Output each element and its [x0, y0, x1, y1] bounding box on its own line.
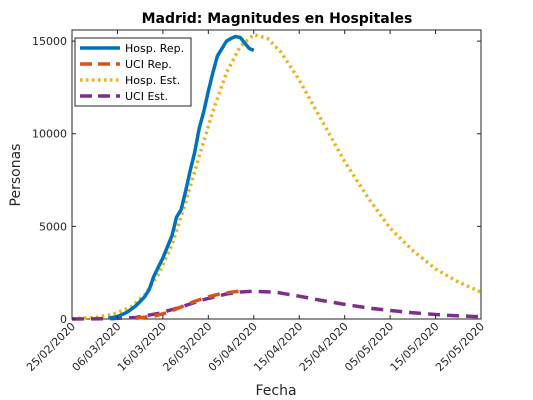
series-layer	[71, 32, 482, 321]
series-line-2	[71, 32, 482, 321]
legend-label-3: UCI Est.	[125, 90, 168, 103]
series-line-1	[135, 289, 245, 320]
legend-label-1: UCI Rep.	[125, 58, 172, 71]
y-tick-label: 5000	[39, 220, 67, 233]
x-axis-title: Fecha	[255, 383, 296, 399]
x-tick-label: 25/05/2020	[433, 320, 487, 374]
chart-title: Madrid: Magnitudes en Hospitales	[142, 11, 413, 27]
legend-label-2: Hosp. Est.	[125, 74, 180, 87]
y-tick-label: 0	[60, 313, 67, 326]
y-axis-title: Personas	[8, 144, 24, 207]
y-tick-label: 10000	[32, 128, 67, 141]
y-tick-label: 15000	[32, 35, 67, 48]
legend: Hosp. Rep. UCI Rep. Hosp. Est. UCI Est.	[74, 37, 192, 107]
legend-label-0: Hosp. Rep.	[125, 42, 184, 55]
series-line-0	[108, 34, 255, 320]
